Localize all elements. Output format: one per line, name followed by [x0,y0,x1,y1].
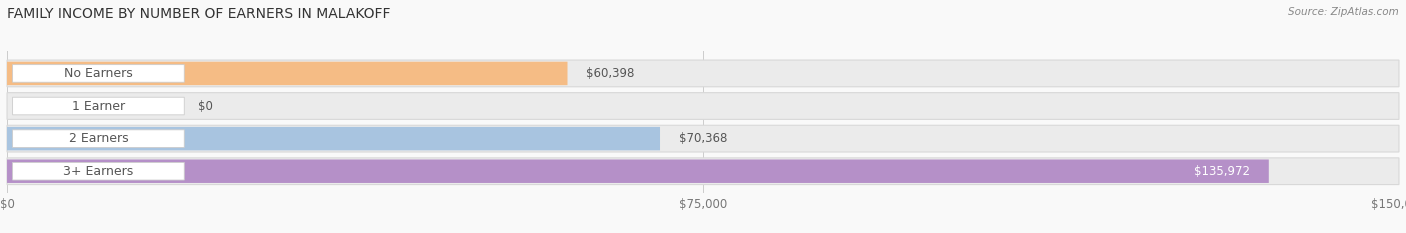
Text: Source: ZipAtlas.com: Source: ZipAtlas.com [1288,7,1399,17]
FancyBboxPatch shape [13,130,184,147]
Text: $135,972: $135,972 [1194,165,1250,178]
FancyBboxPatch shape [13,97,184,115]
FancyBboxPatch shape [7,158,1399,185]
Text: 1 Earner: 1 Earner [72,99,125,113]
Text: 3+ Earners: 3+ Earners [63,165,134,178]
Text: 2 Earners: 2 Earners [69,132,128,145]
Text: $0: $0 [198,99,214,113]
FancyBboxPatch shape [7,62,568,85]
Text: $60,398: $60,398 [586,67,634,80]
Text: No Earners: No Earners [65,67,132,80]
Text: $70,368: $70,368 [679,132,727,145]
FancyBboxPatch shape [7,125,1399,152]
FancyBboxPatch shape [13,162,184,180]
FancyBboxPatch shape [7,127,659,150]
FancyBboxPatch shape [7,93,1399,119]
Text: FAMILY INCOME BY NUMBER OF EARNERS IN MALAKOFF: FAMILY INCOME BY NUMBER OF EARNERS IN MA… [7,7,391,21]
FancyBboxPatch shape [13,65,184,82]
FancyBboxPatch shape [7,159,1268,183]
FancyBboxPatch shape [7,60,1399,87]
